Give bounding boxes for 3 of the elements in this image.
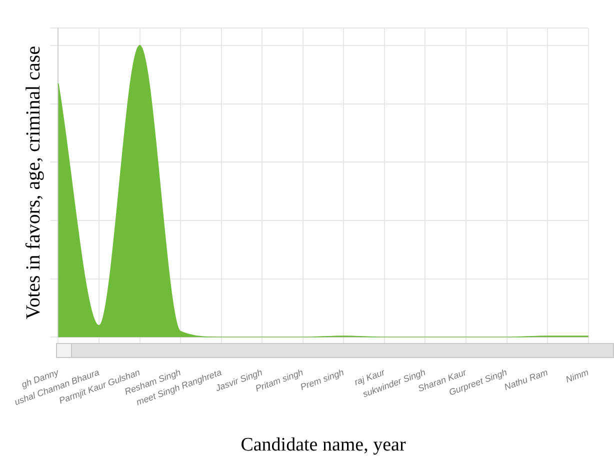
x-axis-title: Candidate name, year	[240, 434, 406, 456]
y-axis-title: Votes in favors, age, criminal case	[22, 46, 44, 320]
x-tick-label: Nimm	[564, 366, 590, 385]
